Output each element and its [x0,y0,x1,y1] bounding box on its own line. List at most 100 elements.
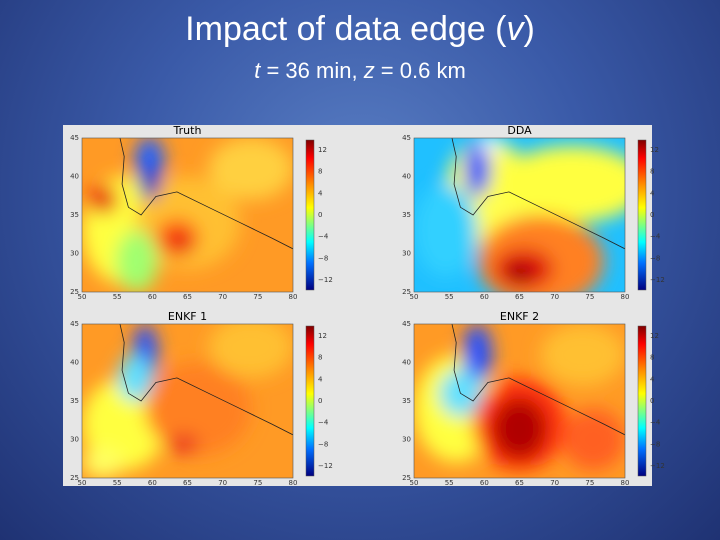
colorbar [305,325,315,477]
field-blob [208,138,293,200]
y-tick-label: 25 [402,474,411,482]
coastline [119,324,293,436]
colorbar-tick-label: 4 [650,375,655,383]
slide-title: Impact of data edge (v) [0,10,720,49]
field-blob [138,168,161,200]
subtitle-variable: z [363,58,375,83]
contour-field [82,324,293,478]
x-tick-label: 75 [585,293,594,301]
subtitle-text: = 0.6 km [374,58,466,83]
colorbar-tick-label: 4 [318,375,323,383]
x-tick-label: 80 [621,293,630,301]
y-tick-label: 40 [70,359,79,367]
x-tick-label: 55 [113,479,122,487]
x-tick-label: 55 [113,293,122,301]
colorbar-tick-label: 12 [650,146,659,154]
field-blob [481,138,499,155]
title-text: Impact of data edge ( [185,10,507,48]
panel-title: DDA [507,124,532,137]
x-tick-label: 75 [585,479,594,487]
y-tick-label: 35 [402,211,411,219]
x-tick-label: 80 [289,293,298,301]
colorbar-tick-label: 8 [318,168,322,176]
x-tick-label: 60 [148,293,157,301]
y-tick-label: 40 [70,173,79,181]
y-tick-label: 30 [70,250,79,258]
title-variable: v [506,10,524,48]
panel-title: ENKF 1 [168,310,207,323]
colorbar [305,139,315,291]
field-blobs [82,138,293,292]
y-tick-label: 45 [402,134,411,142]
colorbar [637,325,647,477]
y-tick-label: 45 [70,320,79,328]
x-tick-label: 55 [445,479,454,487]
plot-frame [413,323,626,479]
field-blob [498,145,625,223]
x-tick-label: 60 [480,479,489,487]
field-blobs [82,324,293,478]
colorbar-tick-label: −8 [650,254,660,262]
field-blob [464,141,490,197]
x-tick-label: 70 [218,293,227,301]
colorbar-tick-label: −12 [650,276,665,284]
field-blob [168,434,199,454]
colorbar-tick-label: −8 [650,440,660,448]
colorbar-tick-label: −4 [650,233,661,241]
colorbar-tick-label: −4 [318,233,329,241]
contour-field [414,324,625,478]
colorbar-tick-label: 0 [650,397,654,405]
x-tick-label: 75 [253,479,262,487]
field-blob [492,397,547,460]
x-tick-label: 50 [78,293,87,301]
x-tick-label: 80 [289,479,298,487]
field-blob [145,362,251,455]
colorbar-tick-label: 8 [318,354,322,362]
y-tick-label: 30 [402,436,411,444]
field-blobs [414,324,625,471]
title-text: ) [523,10,535,48]
x-tick-label: 60 [148,479,157,487]
y-tick-label: 25 [402,288,411,296]
coastline [451,138,625,250]
contour-field [82,138,293,292]
plot-frame [413,137,626,293]
colorbar-tick-label: 0 [650,211,654,219]
x-tick-label: 80 [621,479,630,487]
colorbar-tick-label: 0 [318,397,322,405]
subtitle-variable: t [254,58,261,83]
field-blob [506,264,533,283]
colorbar-tick-label: 4 [650,189,655,197]
x-tick-label: 55 [445,293,454,301]
x-tick-label: 70 [550,479,559,487]
y-tick-label: 40 [402,359,411,367]
colorbar-tick-label: −8 [318,254,328,262]
coastline [119,138,293,250]
colorbar-tick-label: −8 [318,440,328,448]
field-blob [208,324,293,378]
field-blob [82,447,125,478]
x-tick-label: 70 [550,293,559,301]
y-tick-label: 45 [402,320,411,328]
field-blob [170,233,192,252]
y-tick-label: 25 [70,474,79,482]
colorbar-tick-label: −12 [318,276,333,284]
colorbar-tick-label: 8 [650,168,654,176]
field-blobs [414,138,625,292]
colorbar-tick-label: 8 [650,354,654,362]
panel-title: Truth [173,124,202,137]
colorbar-tick-label: −12 [318,462,333,470]
field-blob [88,185,118,214]
field-blob [115,230,158,292]
x-tick-label: 65 [515,293,524,301]
y-tick-label: 30 [70,436,79,444]
colorbar-tick-label: −12 [650,462,665,470]
y-tick-label: 35 [70,397,79,405]
contour-field [414,138,625,292]
field-blob [82,377,167,471]
colorbar-tick-label: 12 [650,332,659,340]
colorbar-tick-label: 12 [318,146,327,154]
plot-frame [81,323,294,479]
